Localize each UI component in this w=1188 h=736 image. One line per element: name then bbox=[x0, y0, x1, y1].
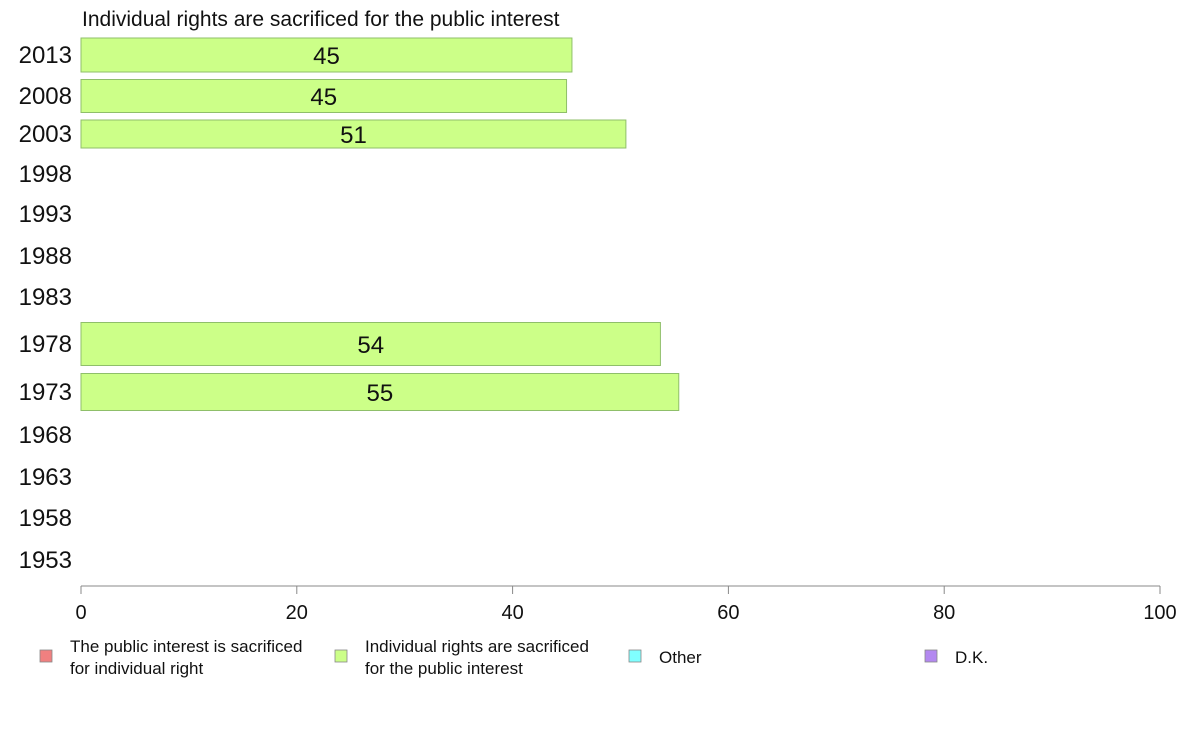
category-label: 2013 bbox=[19, 42, 72, 69]
bar-value-label: 51 bbox=[340, 122, 367, 149]
bar-value-label: 45 bbox=[313, 43, 340, 70]
bar bbox=[80, 79, 568, 113]
legend-label: for individual right bbox=[70, 659, 204, 678]
legend-item: The public interest is sacrificed for ind… bbox=[39, 637, 302, 678]
legend-label: Individual rights are sacrificed bbox=[365, 637, 589, 656]
legend-item: Individual rights are sacrificed for the … bbox=[334, 637, 589, 678]
bar-value-label: 45 bbox=[310, 84, 337, 111]
legend: The public interest is sacrificed for ind… bbox=[39, 637, 988, 678]
category-label: 1973 bbox=[19, 379, 72, 406]
x-tick-label: 60 bbox=[717, 602, 739, 624]
category-labels: 2013 2008 2003 1998 1993 1988 1983 1978 1973 1968… bbox=[19, 42, 72, 574]
legend-swatch bbox=[924, 649, 938, 663]
bar-value-label: 54 bbox=[357, 332, 384, 359]
x-axis: 0 20 40 60 80 100 bbox=[75, 585, 1177, 624]
x-tick-label: 40 bbox=[501, 602, 523, 624]
category-label: 1998 bbox=[19, 161, 72, 188]
x-tick-label: 80 bbox=[933, 602, 955, 624]
legend-item: Other bbox=[628, 648, 702, 667]
category-label: 1968 bbox=[19, 422, 72, 449]
bar bbox=[80, 37, 573, 73]
legend-swatch bbox=[628, 649, 642, 663]
legend-label: for the public interest bbox=[365, 659, 523, 678]
bar-value-label: 55 bbox=[367, 380, 394, 407]
category-label: 1978 bbox=[19, 331, 72, 358]
category-label: 1963 bbox=[19, 464, 72, 491]
category-label: 2008 bbox=[19, 83, 72, 110]
legend-swatch bbox=[39, 649, 53, 663]
legend-item: D.K. bbox=[924, 648, 988, 667]
category-label: 1958 bbox=[19, 505, 72, 532]
legend-label: The public interest is sacrificed bbox=[70, 637, 302, 656]
x-tick-label: 100 bbox=[1143, 602, 1176, 624]
category-label: 1988 bbox=[19, 243, 72, 270]
bar bbox=[80, 373, 680, 411]
bar bbox=[80, 119, 627, 149]
bar bbox=[80, 322, 661, 366]
chart-title: Individual rights are sacrificed for the… bbox=[82, 8, 560, 31]
category-label: 1983 bbox=[19, 284, 72, 311]
category-label: 1993 bbox=[19, 201, 72, 228]
legend-swatch bbox=[334, 649, 348, 663]
x-tick-label: 0 bbox=[75, 602, 86, 624]
legend-label: D.K. bbox=[955, 648, 988, 667]
x-tick-label: 20 bbox=[286, 602, 308, 624]
legend-label: Other bbox=[659, 648, 702, 667]
category-label: 1953 bbox=[19, 547, 72, 574]
category-label: 2003 bbox=[19, 121, 72, 148]
